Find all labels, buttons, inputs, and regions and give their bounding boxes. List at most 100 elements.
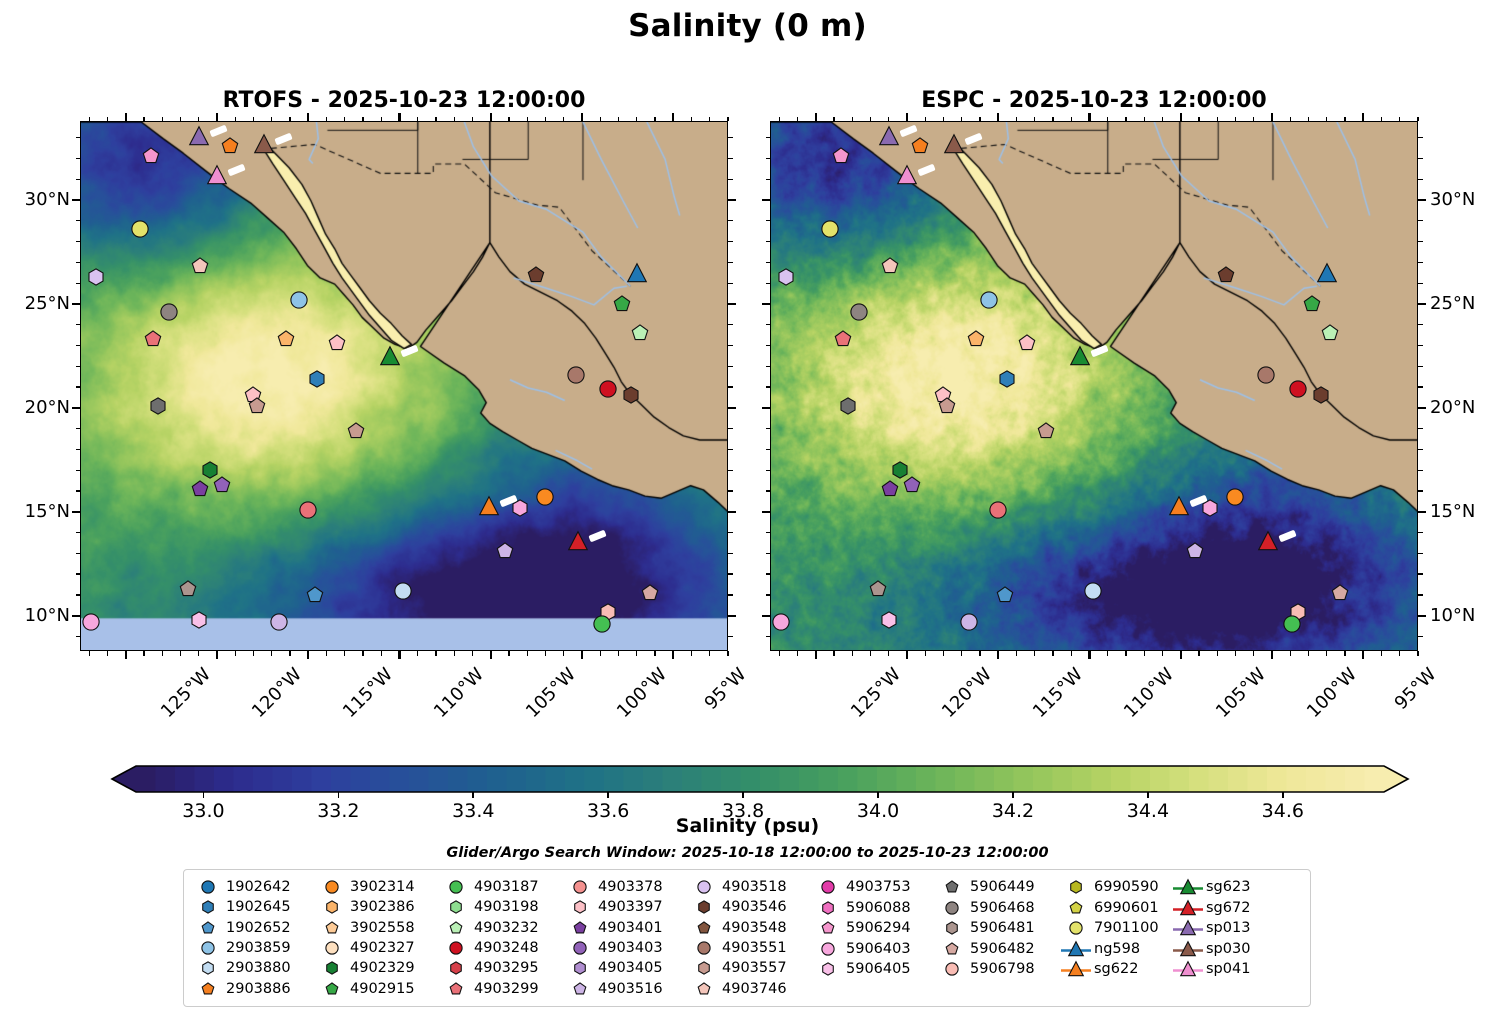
platform-marker-4903405[interactable] (959, 612, 978, 631)
platform-marker-4903401[interactable] (881, 479, 900, 498)
platform-marker-sg622[interactable] (1168, 495, 1190, 516)
legend-item-4903546[interactable]: 4903546 (689, 897, 813, 917)
platform-marker-3902386[interactable] (967, 330, 986, 349)
platform-marker-1902645[interactable] (308, 369, 327, 388)
legend-item-4903548[interactable]: 4903548 (689, 918, 813, 938)
platform-marker-5906403[interactable] (771, 612, 790, 631)
platform-marker-2903886[interactable] (910, 136, 929, 155)
platform-marker-sg672[interactable] (568, 530, 589, 551)
platform-legend[interactable]: 1902642 1902645 1902652 2903859 2903880 … (183, 869, 1311, 1007)
legend-item-sp041[interactable]: sp041 (1173, 959, 1273, 980)
platform-marker-4902329[interactable] (200, 461, 219, 480)
legend-item-5906405[interactable]: 5906405 (813, 959, 937, 980)
legend-item-5906403[interactable]: 5906403 (813, 939, 937, 960)
legend-item-6990590[interactable]: 6990590 (1061, 877, 1173, 898)
platform-marker-4903746[interactable] (191, 257, 210, 276)
platform-marker-2903886[interactable] (220, 136, 239, 155)
platform-marker-1902642[interactable] (980, 290, 999, 309)
legend-item-4903401[interactable]: 4903401 (565, 918, 689, 938)
platform-marker-4903232[interactable] (631, 324, 650, 343)
legend-item-4903187[interactable]: 4903187 (441, 877, 565, 897)
platform-marker-5906482[interactable] (1330, 583, 1349, 602)
platform-marker-4902329[interactable] (890, 461, 909, 480)
map-panel-espc[interactable] (770, 121, 1418, 651)
platform-marker-4903551[interactable] (567, 365, 586, 384)
legend-item-4903295[interactable]: 4903295 (441, 958, 565, 978)
platform-marker-3902386[interactable] (277, 330, 296, 349)
legend-item-4902329[interactable]: 4902329 (317, 958, 441, 978)
platform-marker-4903299[interactable] (834, 330, 853, 349)
platform-marker-4903546b[interactable] (622, 386, 641, 405)
platform-marker-sp030[interactable] (254, 133, 275, 154)
platform-marker-3902314[interactable] (536, 488, 555, 507)
legend-item-4903198[interactable]: 4903198 (441, 897, 565, 917)
legend-item-sp030[interactable]: sp030 (1173, 939, 1273, 960)
platform-marker-sp041[interactable] (206, 164, 228, 186)
legend-item-4903397[interactable]: 4903397 (565, 897, 689, 917)
platform-marker-1902652[interactable] (299, 500, 318, 519)
platform-marker-5906468[interactable] (850, 303, 869, 322)
platform-marker-4903518[interactable] (87, 267, 106, 286)
legend-item-6990601[interactable]: 6990601 (1061, 898, 1173, 919)
legend-item-7901100[interactable]: 7901100 (1061, 918, 1173, 939)
legend-item-4902327[interactable]: 4902327 (317, 938, 441, 958)
platform-marker-7901100[interactable] (821, 220, 840, 239)
legend-item-4903551[interactable]: 4903551 (689, 938, 813, 958)
platform-marker-5906405[interactable] (879, 610, 898, 629)
platform-marker-4902915[interactable] (613, 294, 632, 313)
legend-item-4903746[interactable]: 4903746 (689, 979, 813, 999)
platform-marker-ng598[interactable] (626, 262, 647, 283)
legend-item-4903403[interactable]: 4903403 (565, 938, 689, 958)
platform-marker-4903546[interactable] (1217, 265, 1236, 284)
legend-item-1902652[interactable]: 1902652 (193, 918, 317, 938)
legend-item-2903886[interactable]: 2903886 (193, 979, 317, 999)
platform-marker-4903546[interactable] (527, 265, 546, 284)
legend-item-sp013[interactable]: sp013 (1173, 918, 1273, 939)
platform-marker-5906403[interactable] (81, 612, 100, 631)
platform-marker-4903397[interactable] (328, 334, 347, 353)
platform-marker-4903753[interactable] (510, 498, 529, 517)
platform-marker-5906294[interactable] (142, 147, 161, 166)
platform-marker-4903403[interactable] (903, 475, 922, 494)
legend-item-4903516[interactable]: 4903516 (565, 979, 689, 999)
platform-marker-5906481[interactable] (868, 579, 887, 598)
platform-marker-4903401[interactable] (191, 479, 210, 498)
platform-marker-4903551[interactable] (1257, 365, 1276, 384)
platform-marker-5906294[interactable] (832, 147, 851, 166)
platform-marker-4903746[interactable] (881, 257, 900, 276)
platform-marker-3902314[interactable] (1226, 488, 1245, 507)
platform-marker-7901100[interactable] (131, 220, 150, 239)
platform-marker-5906482[interactable] (640, 583, 659, 602)
legend-item-4902915[interactable]: 4902915 (317, 979, 441, 999)
platform-marker-1902645[interactable] (998, 369, 1017, 388)
legend-item-2903880[interactable]: 2903880 (193, 958, 317, 978)
platform-marker-4903557[interactable] (248, 396, 267, 415)
platform-marker-4902915[interactable] (1303, 294, 1322, 313)
platform-marker-sg623[interactable] (380, 345, 401, 366)
legend-item-3902314[interactable]: 3902314 (317, 877, 441, 897)
legend-item-5906294[interactable]: 5906294 (813, 918, 937, 939)
platform-marker-4903518[interactable] (777, 267, 796, 286)
legend-item-1902645[interactable]: 1902645 (193, 897, 317, 917)
platform-marker-5906481[interactable] (178, 579, 197, 598)
legend-item-sg623[interactable]: sg623 (1173, 877, 1273, 898)
platform-marker-ng598[interactable] (1316, 262, 1337, 283)
platform-marker-sp041[interactable] (896, 164, 918, 186)
platform-marker-4903248[interactable] (1288, 380, 1307, 399)
platform-marker-4903516[interactable] (1186, 542, 1205, 561)
platform-marker-2903880[interactable] (1084, 581, 1103, 600)
platform-marker-4903516[interactable] (496, 542, 515, 561)
platform-marker-4903405[interactable] (269, 612, 288, 631)
platform-marker-1902652[interactable] (989, 500, 1008, 519)
legend-item-ng598[interactable]: ng598 (1061, 939, 1173, 960)
platform-marker-5906405[interactable] (189, 610, 208, 629)
platform-marker-sg672[interactable] (1258, 530, 1279, 551)
platform-marker-4903551b[interactable] (1036, 421, 1055, 440)
legend-item-5906468[interactable]: 5906468 (937, 898, 1061, 919)
legend-item-5906482[interactable]: 5906482 (937, 939, 1061, 960)
platform-marker-4903232[interactable] (1321, 324, 1340, 343)
legend-item-5906088[interactable]: 5906088 (813, 898, 937, 919)
legend-item-sg672[interactable]: sg672 (1173, 898, 1273, 919)
platform-marker-5906449[interactable] (839, 396, 858, 415)
legend-item-4903232[interactable]: 4903232 (441, 918, 565, 938)
